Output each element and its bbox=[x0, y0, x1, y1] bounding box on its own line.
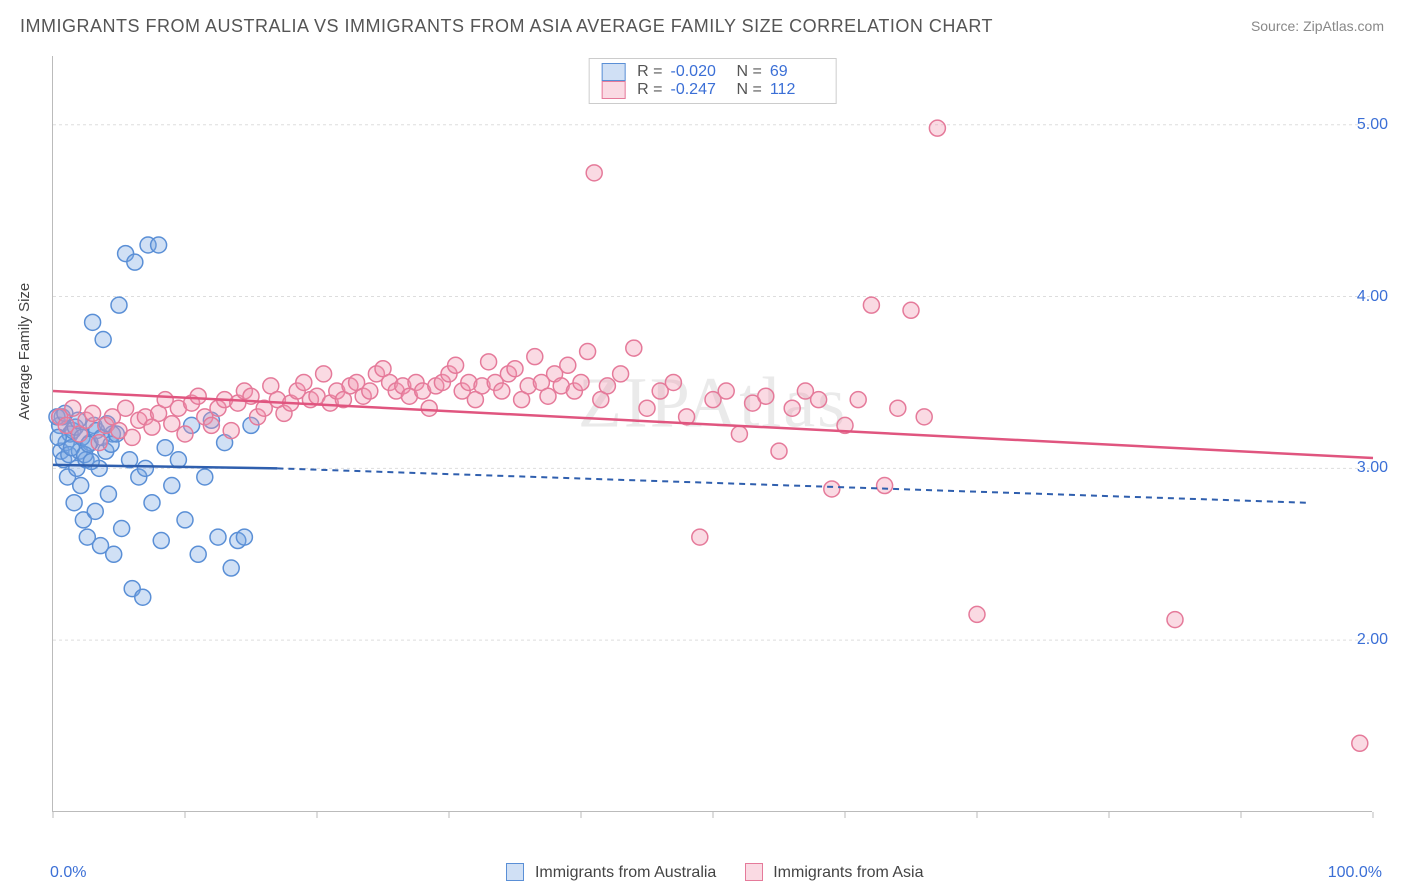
scatter-point-asia bbox=[573, 374, 589, 390]
scatter-point-asia bbox=[771, 443, 787, 459]
scatter-point-australia bbox=[135, 589, 151, 605]
y-tick-label: 2.00 bbox=[1357, 631, 1388, 649]
y-tick-label: 5.00 bbox=[1357, 116, 1388, 134]
legend-swatch-australia bbox=[506, 863, 524, 881]
scatter-point-asia bbox=[164, 416, 180, 432]
scatter-point-asia bbox=[863, 297, 879, 313]
scatter-point-asia bbox=[203, 417, 219, 433]
scatter-point-australia bbox=[144, 495, 160, 511]
scatter-point-asia bbox=[1167, 612, 1183, 628]
scatter-point-asia bbox=[118, 400, 134, 416]
scatter-point-asia bbox=[507, 361, 523, 377]
scatter-point-asia bbox=[223, 423, 239, 439]
scatter-point-australia bbox=[223, 560, 239, 576]
scatter-point-asia bbox=[527, 349, 543, 365]
plot-svg bbox=[53, 56, 1372, 811]
scatter-point-australia bbox=[73, 478, 89, 494]
scatter-point-asia bbox=[65, 400, 81, 416]
scatter-point-asia bbox=[362, 383, 378, 399]
scatter-point-asia bbox=[903, 302, 919, 318]
trend-line-australia-dashed bbox=[277, 468, 1307, 502]
scatter-point-asia bbox=[731, 426, 747, 442]
scatter-point-australia bbox=[111, 297, 127, 313]
scatter-point-asia bbox=[481, 354, 497, 370]
scatter-point-asia bbox=[85, 405, 101, 421]
legend-swatch-asia bbox=[745, 863, 763, 881]
scatter-point-australia bbox=[236, 529, 252, 545]
scatter-point-asia bbox=[448, 357, 464, 373]
scatter-point-asia bbox=[824, 481, 840, 497]
legend-label-asia: Immigrants from Asia bbox=[773, 864, 923, 881]
scatter-point-asia bbox=[177, 426, 193, 442]
scatter-point-australia bbox=[114, 521, 130, 537]
scatter-point-asia bbox=[540, 388, 556, 404]
scatter-point-asia bbox=[1352, 735, 1368, 751]
scatter-point-australia bbox=[157, 440, 173, 456]
scatter-point-australia bbox=[190, 546, 206, 562]
scatter-point-australia bbox=[95, 332, 111, 348]
scatter-point-asia bbox=[91, 435, 107, 451]
scatter-point-australia bbox=[151, 237, 167, 253]
scatter-point-australia bbox=[87, 503, 103, 519]
scatter-point-asia bbox=[718, 383, 734, 399]
scatter-point-asia bbox=[580, 344, 596, 360]
scatter-point-australia bbox=[137, 460, 153, 476]
scatter-point-australia bbox=[100, 486, 116, 502]
y-axis-label: Average Family Size bbox=[16, 283, 33, 420]
scatter-point-australia bbox=[106, 546, 122, 562]
scatter-point-australia bbox=[153, 533, 169, 549]
scatter-point-asia bbox=[916, 409, 932, 425]
scatter-point-asia bbox=[613, 366, 629, 382]
scatter-point-asia bbox=[296, 374, 312, 390]
scatter-point-asia bbox=[877, 478, 893, 494]
scatter-point-australia bbox=[164, 478, 180, 494]
scatter-point-asia bbox=[811, 392, 827, 408]
scatter-point-asia bbox=[850, 392, 866, 408]
scatter-point-asia bbox=[626, 340, 642, 356]
scatter-point-asia bbox=[190, 388, 206, 404]
legend-label-australia: Immigrants from Australia bbox=[535, 864, 716, 881]
scatter-point-asia bbox=[124, 429, 140, 445]
scatter-point-asia bbox=[784, 400, 800, 416]
scatter-point-asia bbox=[969, 606, 985, 622]
y-tick-label: 4.00 bbox=[1357, 288, 1388, 306]
scatter-point-asia bbox=[758, 388, 774, 404]
scatter-point-asia bbox=[599, 378, 615, 394]
scatter-point-asia bbox=[639, 400, 655, 416]
scatter-point-asia bbox=[692, 529, 708, 545]
scatter-point-australia bbox=[197, 469, 213, 485]
chart-title: IMMIGRANTS FROM AUSTRALIA VS IMMIGRANTS … bbox=[20, 16, 993, 37]
scatter-point-australia bbox=[66, 495, 82, 511]
scatter-point-asia bbox=[586, 165, 602, 181]
plot-area: ZIPAtlas R = -0.020 N = 69 R = -0.247 N … bbox=[52, 56, 1372, 812]
scatter-point-asia bbox=[560, 357, 576, 373]
scatter-point-asia bbox=[494, 383, 510, 399]
bottom-legend: Immigrants from Australia Immigrants fro… bbox=[0, 864, 1406, 882]
scatter-point-australia bbox=[177, 512, 193, 528]
scatter-point-australia bbox=[210, 529, 226, 545]
scatter-point-asia bbox=[665, 374, 681, 390]
scatter-point-australia bbox=[83, 453, 99, 469]
scatter-point-asia bbox=[929, 120, 945, 136]
scatter-point-asia bbox=[890, 400, 906, 416]
y-tick-label: 3.00 bbox=[1357, 459, 1388, 477]
scatter-point-australia bbox=[127, 254, 143, 270]
scatter-point-australia bbox=[85, 314, 101, 330]
source-label: Source: ZipAtlas.com bbox=[1251, 18, 1384, 34]
scatter-point-australia bbox=[170, 452, 186, 468]
scatter-point-asia bbox=[316, 366, 332, 382]
scatter-point-asia bbox=[421, 400, 437, 416]
